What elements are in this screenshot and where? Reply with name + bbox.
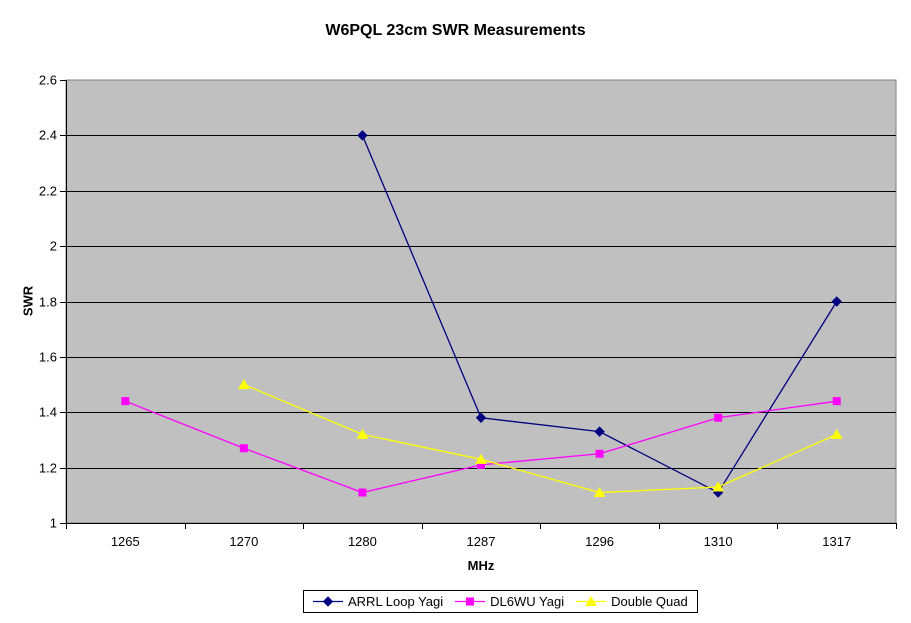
diamond-marker-icon <box>313 596 343 607</box>
data-point-marker-square <box>358 488 367 497</box>
x-tick-label: 1287 <box>467 534 496 549</box>
legend-item-arrl-loop-yagi: ARRL Loop Yagi <box>313 594 443 609</box>
plot-background <box>65 79 897 524</box>
data-point-marker-diamond <box>831 296 842 307</box>
data-point-marker-triangle <box>593 487 606 498</box>
series-line-double-quad <box>243 383 837 494</box>
x-tick-label: 1296 <box>585 534 614 549</box>
data-point-marker-triangle <box>830 428 843 439</box>
triangle-marker-icon <box>576 596 607 606</box>
x-tick-label: 1280 <box>348 534 377 549</box>
legend-label: ARRL Loop Yagi <box>348 594 444 609</box>
x-axis-title: MHz <box>467 558 495 573</box>
data-point-marker-square <box>121 397 130 406</box>
y-axis-title: SWR <box>20 285 36 317</box>
data-point-marker-triangle <box>356 428 369 439</box>
x-tick-label: 1317 <box>822 534 851 549</box>
legend-item-dl6wu-yagi: DL6WU Yagi <box>455 594 564 609</box>
data-point-marker-triangle <box>712 481 725 492</box>
x-tick-label: 1310 <box>704 534 733 549</box>
legend-label: Double Quad <box>611 594 688 609</box>
y-tick-label: 2 <box>50 239 57 254</box>
square-marker-icon <box>455 597 486 606</box>
data-point-marker-square <box>595 449 604 458</box>
y-tick-label: 1.8 <box>39 295 57 310</box>
y-tick-label: 2.4 <box>39 128 57 143</box>
legend-item-double-quad: Double Quad <box>576 594 688 609</box>
y-tick-label: 1.2 <box>39 461 57 476</box>
y-tick-label: 2.6 <box>39 73 57 88</box>
data-point-marker-triangle <box>237 379 250 390</box>
data-point-marker-diamond <box>475 412 487 423</box>
legend-label: DL6WU Yagi <box>490 594 565 609</box>
chart-title: W6PQL 23cm SWR Measurements <box>325 22 586 39</box>
y-tick-label: 1.4 <box>39 405 57 420</box>
y-tick-label: 2.2 <box>39 184 57 199</box>
data-point-marker-square <box>714 413 723 422</box>
data-point-marker-square <box>832 397 841 406</box>
y-tick-label: 1.6 <box>39 350 57 365</box>
data-point-marker-square <box>239 444 248 453</box>
x-tick-label: 1270 <box>229 534 258 549</box>
data-point-marker-diamond <box>357 130 368 141</box>
y-tick-label: 1 <box>50 516 57 531</box>
x-tick-label: 1265 <box>111 534 140 549</box>
legend: ARRL Loop Yagi DL6WU Yagi Double Quad <box>303 590 698 613</box>
data-point-marker-triangle <box>475 453 487 464</box>
data-point-marker-diamond <box>594 426 605 437</box>
